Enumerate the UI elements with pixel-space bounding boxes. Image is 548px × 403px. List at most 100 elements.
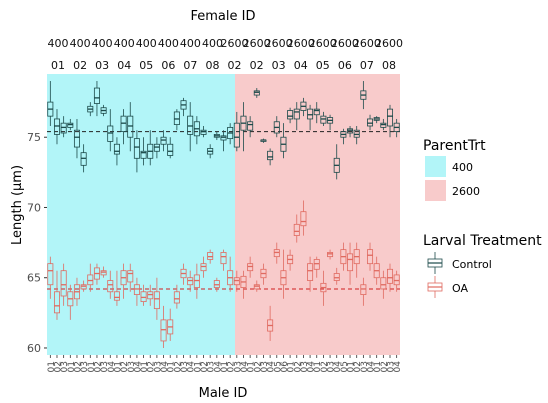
strip-top-label: 400	[48, 37, 69, 50]
box-oa	[393, 270, 400, 292]
legend-larval-key-oa	[427, 276, 443, 298]
strip-bottom-label: 06	[161, 59, 175, 72]
box-control	[287, 107, 294, 124]
box-body	[193, 274, 200, 288]
box-control	[213, 131, 220, 141]
strip-top-label: 400	[202, 37, 223, 50]
box-oa	[253, 280, 260, 292]
legend-larval: Larval Treatment Control OA	[423, 233, 542, 298]
x-tick-label: 02	[293, 361, 303, 372]
x-tick-label: 03	[387, 361, 397, 372]
box-body	[133, 284, 140, 295]
strip-bottom-label: 07	[183, 59, 197, 72]
box-control	[267, 148, 274, 166]
box-control	[367, 114, 374, 131]
box-control	[300, 97, 307, 117]
strip-top-label: 2600	[353, 37, 381, 50]
legend-larval-label-control: Control	[452, 258, 492, 271]
x-tick-label: 01	[373, 361, 383, 372]
box-control	[107, 109, 114, 152]
box-control	[387, 104, 394, 138]
box-body	[200, 263, 207, 272]
box-body	[60, 270, 67, 297]
strip-top-label: 2600	[309, 37, 337, 50]
strip-bottom-label: 02	[73, 59, 87, 72]
box-control	[153, 137, 160, 159]
strip-top-label: 400	[180, 37, 201, 50]
strip-bottom-label: 06	[338, 59, 352, 72]
strip-bottom-label: 02	[250, 59, 264, 72]
box-body	[247, 121, 254, 131]
strip-bottom-label: 08	[382, 59, 396, 72]
box-oa	[93, 263, 100, 285]
box-oa	[53, 270, 60, 320]
box-control	[100, 104, 107, 117]
strip-top-label: 400	[158, 37, 179, 50]
box-oa	[353, 242, 360, 278]
x-tick-label: 02	[200, 361, 210, 372]
box-control	[127, 102, 134, 152]
box-oa	[207, 249, 214, 264]
box-body	[147, 291, 154, 300]
box-oa	[340, 242, 347, 271]
box-body	[67, 122, 74, 128]
box-body	[253, 284, 260, 290]
strip-bottom-label: 01	[51, 59, 65, 72]
box-oa	[327, 249, 334, 260]
box-body	[153, 291, 160, 310]
strip-top-label: 400	[114, 37, 135, 50]
box-oa	[267, 305, 274, 341]
box-control	[220, 130, 227, 152]
box-oa	[293, 214, 300, 243]
strip-top-label: 400	[136, 37, 157, 50]
box-body	[100, 270, 107, 276]
box-body	[160, 136, 167, 145]
box-oa	[387, 263, 394, 292]
x-tick-label: 02	[73, 361, 83, 372]
x-tick-label: 04	[107, 361, 117, 373]
box-body	[167, 143, 174, 156]
box-body	[393, 274, 400, 286]
box-oa	[313, 256, 320, 278]
box-oa	[133, 277, 140, 306]
y-tick-label: 70	[27, 201, 41, 214]
box-oa	[333, 267, 340, 285]
y-tick-label: 60	[27, 342, 41, 355]
box-oa	[300, 200, 307, 236]
box-body	[353, 129, 360, 138]
box-oa	[60, 263, 67, 306]
strip-bottom-label: 04	[294, 59, 308, 72]
box-control	[273, 116, 280, 138]
x-tick-label: 04	[333, 361, 343, 373]
box-body	[80, 152, 87, 166]
box-body	[347, 128, 354, 134]
box-control	[333, 144, 340, 180]
box-body	[320, 115, 327, 124]
box-oa	[80, 280, 87, 292]
box-oa	[127, 263, 134, 292]
box-control	[200, 125, 207, 138]
box-control	[373, 116, 380, 124]
box-body	[333, 273, 340, 281]
box-body	[287, 110, 294, 120]
box-control	[87, 102, 94, 117]
box-body	[273, 249, 280, 258]
box-oa	[67, 284, 74, 320]
strip-top-label: 2600	[243, 37, 271, 50]
box-body	[187, 115, 194, 135]
box-body	[220, 135, 227, 141]
box-oa	[273, 242, 280, 264]
box-control	[113, 137, 120, 166]
legend-parent-title: ParentTrt	[423, 138, 486, 154]
x-tick-label: 01	[167, 361, 177, 372]
box-oa	[360, 277, 367, 306]
box-control	[253, 88, 260, 98]
box-oa	[233, 270, 240, 292]
box-oa	[167, 308, 174, 341]
box-control	[173, 109, 180, 131]
x-tick-label: 01	[313, 361, 323, 372]
strip-bottom-label: 04	[117, 59, 131, 72]
x-tick-label: 01	[193, 361, 203, 372]
box-oa	[320, 270, 327, 306]
